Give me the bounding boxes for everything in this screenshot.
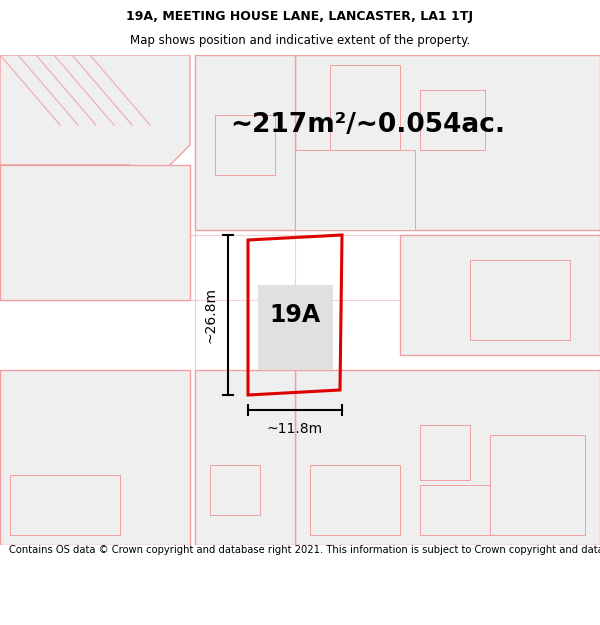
Text: 19A, MEETING HOUSE LANE, LANCASTER, LA1 1TJ: 19A, MEETING HOUSE LANE, LANCASTER, LA1 …: [127, 10, 473, 23]
Bar: [210, 465, 260, 515]
Text: Map shows position and indicative extent of the property.: Map shows position and indicative extent…: [130, 34, 470, 47]
Bar: [215, 115, 275, 175]
Bar: [295, 370, 600, 545]
Text: 19A: 19A: [269, 303, 320, 327]
Bar: [310, 465, 400, 535]
Bar: [0, 165, 190, 300]
Bar: [10, 475, 120, 535]
Bar: [195, 370, 295, 545]
Bar: [420, 425, 470, 480]
Bar: [470, 260, 570, 340]
Text: Contains OS data © Crown copyright and database right 2021. This information is : Contains OS data © Crown copyright and d…: [9, 545, 600, 555]
Bar: [0, 370, 190, 545]
Text: ~26.8m: ~26.8m: [204, 287, 218, 343]
Bar: [258, 285, 333, 370]
Bar: [295, 55, 600, 230]
Text: ~11.8m: ~11.8m: [267, 422, 323, 436]
Text: ~217m²/~0.054ac.: ~217m²/~0.054ac.: [230, 112, 505, 138]
Bar: [420, 90, 485, 150]
Bar: [420, 485, 500, 535]
Polygon shape: [0, 55, 190, 205]
Bar: [400, 235, 600, 355]
Bar: [295, 150, 415, 230]
Bar: [195, 55, 295, 230]
Bar: [330, 65, 400, 150]
Bar: [490, 435, 585, 535]
